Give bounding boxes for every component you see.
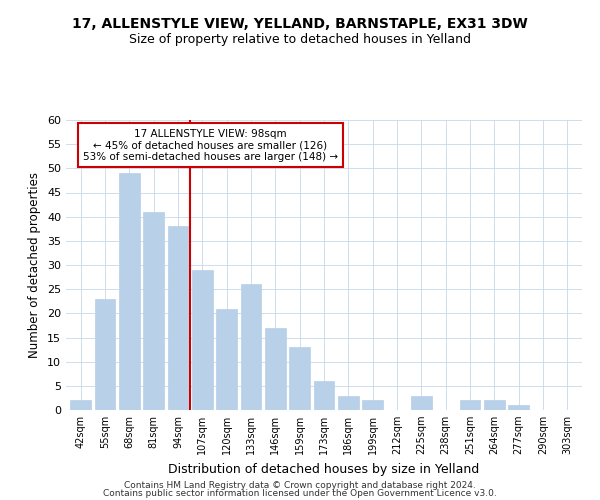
X-axis label: Distribution of detached houses by size in Yelland: Distribution of detached houses by size …: [169, 462, 479, 475]
Bar: [70, 400, 91, 410]
Bar: [241, 284, 262, 410]
Bar: [265, 328, 286, 410]
Bar: [460, 400, 481, 410]
Bar: [484, 400, 505, 410]
Text: Contains public sector information licensed under the Open Government Licence v3: Contains public sector information licen…: [103, 489, 497, 498]
Bar: [289, 347, 310, 410]
Bar: [411, 396, 432, 410]
Text: 17, ALLENSTYLE VIEW, YELLAND, BARNSTAPLE, EX31 3DW: 17, ALLENSTYLE VIEW, YELLAND, BARNSTAPLE…: [72, 18, 528, 32]
Bar: [216, 308, 237, 410]
Bar: [508, 405, 529, 410]
Bar: [143, 212, 164, 410]
Text: Contains HM Land Registry data © Crown copyright and database right 2024.: Contains HM Land Registry data © Crown c…: [124, 480, 476, 490]
Bar: [362, 400, 383, 410]
Bar: [119, 173, 140, 410]
Bar: [95, 299, 115, 410]
Bar: [338, 396, 359, 410]
Bar: [314, 381, 334, 410]
Bar: [167, 226, 188, 410]
Bar: [192, 270, 212, 410]
Y-axis label: Number of detached properties: Number of detached properties: [28, 172, 41, 358]
Text: Size of property relative to detached houses in Yelland: Size of property relative to detached ho…: [129, 32, 471, 46]
Text: 17 ALLENSTYLE VIEW: 98sqm
← 45% of detached houses are smaller (126)
53% of semi: 17 ALLENSTYLE VIEW: 98sqm ← 45% of detac…: [83, 128, 338, 162]
